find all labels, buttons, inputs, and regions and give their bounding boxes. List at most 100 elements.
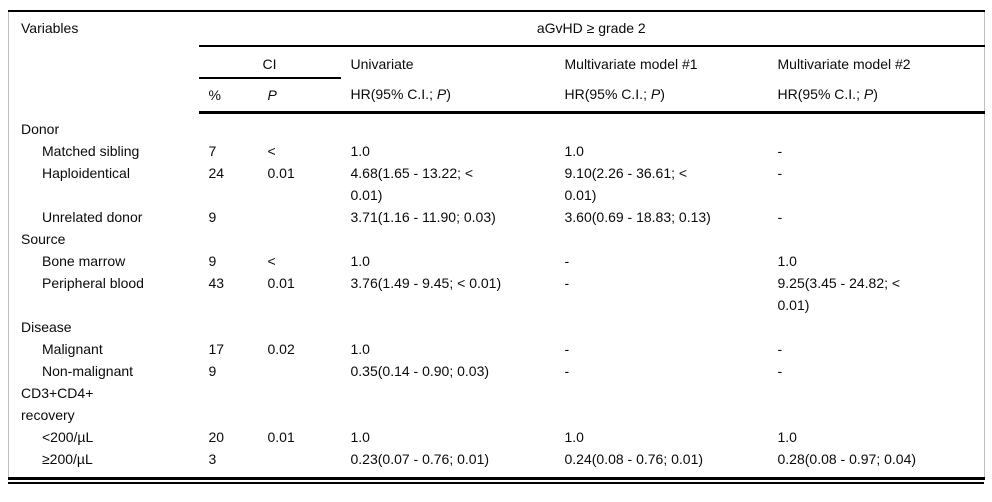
- table-row-unrelated-donor: Unrelated donor 9 3.71(1.16 - 11.90; 0.0…: [9, 206, 985, 228]
- p-cell: [257, 447, 341, 480]
- hr-label-close: ): [873, 86, 878, 102]
- m2-cell: -: [777, 142, 783, 159]
- percent-header: %: [198, 78, 258, 114]
- hr-label: HR(95% C.I.;: [564, 86, 651, 102]
- univariate-cell: 1.0: [350, 428, 370, 445]
- univariate-cell: 3.71(1.16 - 11.90; 0.03): [350, 208, 496, 225]
- m2-cell: -: [777, 208, 783, 225]
- m1-cell: 3.60(0.69 - 18.83; 0.13): [564, 208, 711, 225]
- univariate-cell: 1.0: [350, 142, 370, 159]
- empty-cell: [199, 113, 985, 140]
- table-row-haploidentical: Haploidentical 24 4.68(1.65 - 13.22; < 0…: [9, 162, 985, 206]
- p-header: P: [257, 78, 341, 114]
- table-row-malignant: Malignant 17 0.02 1.0 - -: [9, 338, 985, 360]
- statistics-table: Variables aGvHD ≥ grade 2 CI Univariate …: [8, 10, 986, 480]
- empty-cell: [199, 228, 985, 250]
- m2-cell: 1.0: [777, 428, 797, 445]
- univariate-cell: 0.23(0.07 - 0.76; 0.01): [340, 447, 555, 480]
- results-table: Variables aGvHD ≥ grade 2 CI Univariate …: [8, 10, 986, 486]
- row-label: Matched sibling: [42, 142, 140, 159]
- pct-cell: 9: [208, 362, 217, 379]
- m2-cell: -: [777, 362, 783, 379]
- p-cell: 0.02: [267, 340, 295, 357]
- header-row-spanner: Variables aGvHD ≥ grade 2: [9, 11, 985, 47]
- empty-cell: [199, 316, 985, 338]
- p-cell: [258, 360, 341, 382]
- section-row-cd3-cd4-recovery: CD3+CD4+ recovery: [9, 382, 985, 426]
- variables-header: Variables: [21, 20, 79, 36]
- table-row-bone-marrow: Bone marrow 9 < 0.01 1.0 - 1.0: [9, 250, 985, 291]
- row-label: <200/µL: [42, 428, 94, 445]
- table-row-matched-sibling: Matched sibling 7 < 0.01 1.0 1.0 -: [9, 140, 985, 181]
- m2-cell: -: [777, 164, 783, 181]
- section-row-donor: Donor: [9, 113, 985, 140]
- m1-cell: -: [564, 340, 570, 357]
- table-row-non-malignant: Non-malignant 9 0.35(0.14 - 0.90; 0.03) …: [9, 360, 985, 382]
- hr-header-univariate: HR(95% C.I.; P): [340, 78, 555, 114]
- section-row-source: Source: [9, 228, 985, 250]
- m1-cell: 1.0: [564, 142, 584, 159]
- p-cell: < 0.01: [267, 252, 295, 291]
- bottom-double-rule: [8, 481, 984, 486]
- hr-label-close: ): [660, 86, 665, 102]
- header-row-groups: CI Univariate Multivariate model #1 Mult…: [9, 46, 985, 79]
- m2-cell: 9.25(3.45 - 24.82; < 0.01): [777, 274, 901, 313]
- p-cell: 0.01: [267, 428, 295, 445]
- m1-cell: 0.24(0.08 - 0.76; 0.01): [554, 447, 768, 480]
- univariate-cell: 1.0: [350, 252, 370, 269]
- header-row-subcolumns: % P HR(95% C.I.; P) HR(95% C.I.; P) HR(9…: [9, 78, 985, 114]
- hr-label-p: P: [436, 86, 447, 102]
- m1-cell: 1.0: [564, 428, 584, 445]
- row-label: ≥200/µL: [8, 447, 199, 480]
- row-label: Haploidentical: [42, 164, 130, 181]
- row-label: Non-malignant: [42, 362, 134, 379]
- section-row-disease: Disease: [9, 316, 985, 338]
- m2-cell: 0.28(0.08 - 0.97; 0.04): [767, 447, 985, 480]
- section-label: Disease: [21, 318, 72, 335]
- univariate-cell: 4.68(1.65 - 13.22; < 0.01): [350, 164, 474, 203]
- agvhd-span-header: aGvHD ≥ grade 2: [198, 11, 985, 47]
- section-label: CD3+CD4+ recovery: [21, 384, 94, 423]
- pct-cell: 17: [208, 340, 225, 357]
- m1-cell: -: [564, 252, 570, 269]
- univariate-cell: 1.0: [350, 340, 370, 357]
- hr-header-multivariate2: HR(95% C.I.; P): [767, 78, 985, 114]
- hr-label-close: ): [446, 86, 451, 102]
- pct-cell: 43: [208, 274, 225, 291]
- section-label: Source: [21, 230, 66, 247]
- row-label: Peripheral blood: [42, 274, 144, 291]
- table-row-over-200: ≥200/µL 3 0.23(0.07 - 0.76; 0.01) 0.24(0…: [8, 447, 985, 480]
- row-label: Unrelated donor: [42, 208, 143, 225]
- hr-label-p: P: [863, 86, 874, 102]
- pct-cell: 24: [208, 164, 225, 181]
- m2-cell: -: [777, 340, 783, 357]
- p-cell: < 0.01: [267, 142, 295, 181]
- m1-cell: 9.10(2.26 - 36.61; < 0.01): [564, 164, 688, 203]
- p-cell: [258, 206, 341, 228]
- m1-cell: -: [564, 274, 570, 291]
- table-header: Variables aGvHD ≥ grade 2 CI Univariate …: [9, 11, 985, 114]
- hr-label: HR(95% C.I.;: [777, 86, 864, 102]
- univariate-header: Univariate: [350, 56, 414, 72]
- multivariate1-header: Multivariate model #1: [564, 56, 698, 72]
- pct-cell: 9: [208, 208, 217, 225]
- table-row-under-200: <200/µL 20 0.01 1.0 1.0 1.0: [9, 426, 985, 448]
- m1-cell: -: [564, 362, 570, 379]
- pct-cell: 7: [208, 142, 217, 159]
- hr-header-multivariate1: HR(95% C.I.; P): [554, 78, 768, 114]
- pct-cell: 3: [198, 447, 258, 480]
- univariate-cell: 0.35(0.14 - 0.90; 0.03): [350, 362, 490, 379]
- row-label: Bone marrow: [42, 252, 126, 269]
- row-label: Malignant: [42, 340, 103, 357]
- multivariate2-header: Multivariate model #2: [777, 56, 911, 72]
- pct-cell: 20: [208, 428, 225, 445]
- hr-label-p: P: [650, 86, 661, 102]
- section-label: Donor: [21, 120, 60, 137]
- hr-label: HR(95% C.I.;: [350, 86, 437, 102]
- table-row-peripheral-blood: Peripheral blood 43 3.76(1.49 - 9.45; < …: [9, 272, 985, 316]
- m2-cell: 1.0: [777, 252, 797, 269]
- ci-group-header: CI: [198, 46, 341, 79]
- univariate-cell: 3.76(1.49 - 9.45; < 0.01): [350, 274, 502, 291]
- pct-cell: 9: [208, 252, 217, 269]
- table-body: Donor Matched sibling 7 < 0.01 1.0 1.0 -…: [8, 113, 985, 480]
